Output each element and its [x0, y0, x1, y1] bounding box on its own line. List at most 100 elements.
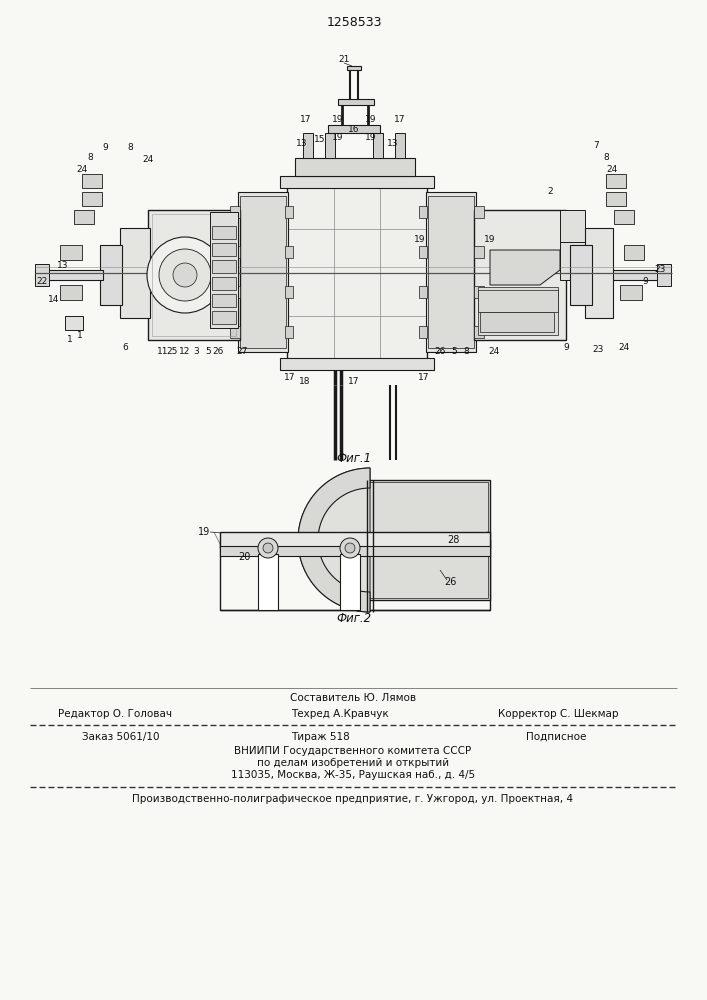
- Bar: [474, 210, 566, 340]
- Text: 12: 12: [180, 347, 191, 356]
- Text: 1258533: 1258533: [326, 15, 382, 28]
- Text: 25: 25: [166, 347, 177, 356]
- Text: 8: 8: [603, 152, 609, 161]
- Bar: [395, 133, 405, 158]
- Text: Подписное: Подписное: [526, 732, 586, 742]
- Text: 13: 13: [57, 260, 69, 269]
- Text: 8: 8: [87, 152, 93, 161]
- Text: 113035, Москва, Ж-35, Раушская наб., д. 4/5: 113035, Москва, Ж-35, Раушская наб., д. …: [231, 770, 475, 780]
- Bar: [362, 482, 488, 598]
- Bar: [480, 312, 554, 332]
- Text: 26: 26: [212, 347, 223, 356]
- Bar: [212, 311, 236, 324]
- Text: 1: 1: [77, 332, 83, 340]
- Polygon shape: [490, 250, 560, 285]
- Bar: [373, 133, 383, 158]
- Circle shape: [263, 543, 273, 553]
- Bar: [210, 212, 238, 328]
- Bar: [360, 480, 490, 600]
- Bar: [303, 133, 313, 158]
- Text: 2: 2: [547, 188, 553, 196]
- Text: Редактор О. Головач: Редактор О. Головач: [58, 709, 172, 719]
- Bar: [120, 228, 150, 318]
- Bar: [287, 185, 427, 360]
- Bar: [220, 540, 490, 610]
- Bar: [620, 285, 642, 300]
- Bar: [212, 260, 236, 273]
- Text: 17: 17: [300, 115, 312, 124]
- Text: 5: 5: [205, 347, 211, 356]
- Text: 9: 9: [102, 143, 108, 152]
- Text: Заказ 5061/10: Заказ 5061/10: [82, 732, 160, 742]
- Bar: [474, 326, 484, 338]
- Text: 26: 26: [444, 577, 456, 587]
- Text: 23: 23: [654, 265, 666, 274]
- Text: 13: 13: [296, 139, 308, 148]
- Bar: [585, 228, 613, 318]
- Bar: [474, 206, 484, 218]
- Text: 26: 26: [434, 347, 445, 356]
- Bar: [65, 316, 83, 330]
- Bar: [295, 158, 415, 176]
- Bar: [100, 245, 122, 305]
- Text: Составитель Ю. Лямов: Составитель Ю. Лямов: [290, 693, 416, 703]
- Bar: [82, 174, 102, 188]
- Text: 19: 19: [332, 115, 344, 124]
- Bar: [212, 294, 236, 307]
- Text: Техред А.Кравчук: Техред А.Кравчук: [291, 709, 389, 719]
- Bar: [152, 214, 236, 336]
- Bar: [285, 206, 293, 218]
- Text: 1: 1: [265, 552, 271, 562]
- Text: 21: 21: [339, 55, 350, 64]
- Text: 24: 24: [607, 165, 618, 174]
- Bar: [605, 270, 667, 280]
- Bar: [220, 546, 490, 556]
- Bar: [258, 554, 278, 610]
- Bar: [285, 326, 293, 338]
- Bar: [230, 326, 240, 338]
- Text: Тираж 518: Тираж 518: [291, 732, 349, 742]
- Text: 16: 16: [349, 125, 360, 134]
- Bar: [280, 176, 434, 188]
- Circle shape: [258, 538, 278, 558]
- Bar: [419, 206, 427, 218]
- Text: 28: 28: [447, 535, 459, 545]
- Bar: [60, 245, 82, 260]
- Bar: [212, 226, 236, 239]
- Bar: [240, 196, 286, 348]
- Text: Производственно-полиграфическое предприятие, г. Ужгород, ул. Проектная, 4: Производственно-полиграфическое предприя…: [132, 794, 573, 804]
- Bar: [428, 196, 474, 348]
- Text: 17: 17: [284, 373, 296, 382]
- Polygon shape: [298, 468, 370, 612]
- Wedge shape: [298, 468, 370, 612]
- Circle shape: [159, 249, 211, 301]
- Text: Фиг.2: Фиг.2: [337, 611, 372, 624]
- Bar: [74, 210, 94, 224]
- Text: 5: 5: [451, 347, 457, 356]
- Text: 15: 15: [314, 135, 326, 144]
- Bar: [606, 192, 626, 206]
- Bar: [340, 554, 360, 610]
- Bar: [560, 210, 585, 242]
- Bar: [60, 285, 82, 300]
- Text: 24: 24: [619, 344, 630, 353]
- Text: 24: 24: [489, 347, 500, 356]
- Text: 19: 19: [414, 235, 426, 244]
- Bar: [419, 326, 427, 338]
- Bar: [606, 174, 626, 188]
- Text: 19: 19: [332, 133, 344, 142]
- Text: по делам изобретений и открытий: по делам изобретений и открытий: [257, 758, 449, 768]
- Bar: [570, 245, 592, 305]
- Bar: [230, 246, 240, 258]
- Text: ВНИИПИ Государственного комитета СССР: ВНИИПИ Государственного комитета СССР: [235, 746, 472, 756]
- Text: 17: 17: [419, 373, 430, 382]
- Text: 24: 24: [76, 165, 88, 174]
- Bar: [474, 286, 484, 298]
- Text: 17: 17: [349, 377, 360, 386]
- Text: Фиг.1: Фиг.1: [337, 452, 372, 464]
- Bar: [560, 230, 585, 280]
- Bar: [419, 246, 427, 258]
- Bar: [624, 245, 644, 260]
- Bar: [328, 125, 380, 133]
- Bar: [474, 246, 484, 258]
